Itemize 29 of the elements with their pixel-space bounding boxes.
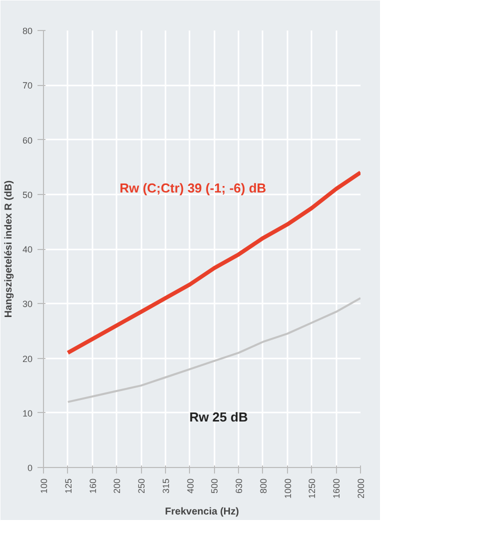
y-tick-label: 70 bbox=[22, 80, 33, 91]
x-tick-label: 315 bbox=[160, 478, 171, 494]
x-tick-label: 500 bbox=[210, 478, 220, 494]
x-tick-label: 630 bbox=[234, 478, 244, 494]
y-tick-label: 80 bbox=[22, 26, 33, 36]
x-tick-label: 250 bbox=[136, 478, 147, 494]
x-tick-label: 100 bbox=[39, 478, 49, 494]
x-tick-label: 160 bbox=[88, 478, 98, 494]
y-axis-title: Hangszigetelési index R (dB) bbox=[3, 180, 14, 318]
x-tick-label: 1250 bbox=[307, 478, 318, 499]
y-tick-label: 20 bbox=[22, 354, 33, 364]
annotation: Rw 25 dB bbox=[189, 410, 248, 425]
x-tick-label: 400 bbox=[185, 478, 196, 494]
x-tick-label: 800 bbox=[258, 478, 268, 494]
x-tick-label: 1000 bbox=[282, 478, 293, 499]
line-series bbox=[66, 170, 360, 355]
y-tick-label: 60 bbox=[22, 135, 33, 146]
x-tick-label: 1600 bbox=[332, 478, 342, 499]
y-tick-label: 10 bbox=[22, 408, 33, 418]
x-tick-label: 125 bbox=[63, 478, 74, 494]
y-tick-label: 40 bbox=[22, 244, 33, 254]
y-tick-label: 0 bbox=[27, 463, 33, 473]
y-tick-label: 50 bbox=[22, 190, 33, 200]
x-axis-title: Frekvencia (Hz) bbox=[165, 506, 239, 518]
x-tick-label: 2000 bbox=[356, 478, 366, 499]
y-tick-label: 30 bbox=[22, 299, 33, 310]
x-tick-label: 200 bbox=[112, 478, 122, 494]
annotation: Rw (C;Ctr) 39 (-1; -6) dB bbox=[120, 180, 266, 196]
line-series bbox=[66, 297, 360, 403]
